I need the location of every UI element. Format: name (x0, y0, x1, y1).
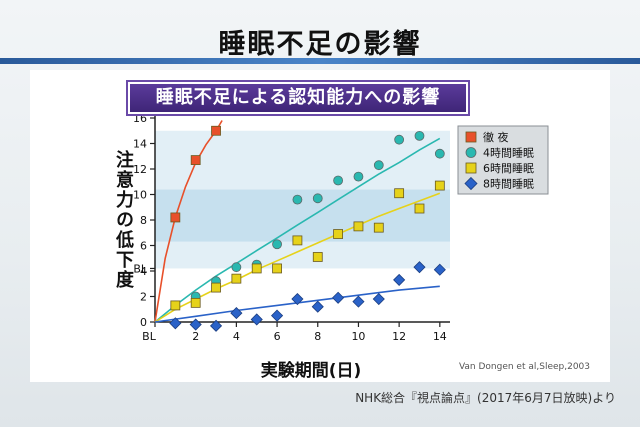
data-point-s3 (393, 273, 406, 286)
data-point-s1 (333, 175, 344, 186)
y-tick-label: 10 (133, 189, 147, 202)
x-tick-label: 4 (233, 330, 240, 343)
chart-axes: 0 2 4 6 8 10 12 14 16 BL BL 2 4 6 8 10 12 14 (133, 112, 450, 343)
data-point-s3 (332, 291, 345, 304)
chart-bands (155, 130, 450, 269)
x-tick-label: 14 (433, 330, 447, 343)
x-axis-label: 実験期間(日) (246, 356, 376, 381)
data-point-s2 (231, 273, 242, 284)
data-point-s2 (211, 282, 221, 293)
data-point-s1 (353, 171, 364, 182)
legend-marker-1 (465, 147, 477, 158)
x-tick-label: 6 (274, 330, 281, 343)
chart-band-0 (155, 241, 450, 269)
y-tick-label: 12 (133, 163, 147, 176)
slide-title: 睡眠不足の影響 (218, 29, 422, 60)
data-point-s3 (189, 318, 202, 331)
data-point-s2 (373, 222, 384, 233)
data-point-s3 (169, 317, 182, 330)
y-axis-label: 注意力の低下度 (113, 150, 134, 290)
data-point-s0 (211, 125, 221, 136)
data-point-s2 (353, 221, 364, 232)
title-underline-bar (0, 58, 640, 64)
data-point-s3 (372, 292, 385, 306)
data-point-s1 (231, 262, 242, 273)
y-tick-label: 14 (133, 138, 147, 151)
data-point-s2 (190, 297, 201, 308)
y-tick-label-bl: BL (133, 262, 148, 275)
data-point-s3 (209, 319, 223, 332)
legend-label-1: 4時間睡眠 (483, 147, 534, 160)
y-tick-label: 6 (140, 240, 147, 253)
x-tick-label: 12 (392, 330, 406, 343)
legend-marker-2 (465, 162, 477, 174)
legend-label-2: 6時間睡眠 (483, 162, 534, 175)
data-point-s2 (251, 263, 262, 274)
data-point-s3 (230, 307, 243, 320)
x-tick-label: BL (142, 330, 157, 343)
data-point-s3 (291, 292, 304, 306)
legend-marker-0 (465, 131, 477, 143)
citation: Van Dongen et al,Sleep,2003 (458, 362, 590, 372)
data-point-s1 (312, 193, 323, 204)
y-tick-label: 4 (140, 265, 147, 278)
chart-title: 睡眠不足による認知能力への影響 (128, 82, 468, 114)
source-footer: NHK総合『視点論点』(2017年6月7日放映)より (355, 391, 616, 405)
data-point-s3 (311, 300, 324, 313)
chart-marks (169, 125, 446, 332)
data-point-s1 (414, 130, 425, 141)
data-point-s0 (170, 212, 181, 223)
data-point-s2 (414, 203, 425, 214)
data-point-s1 (272, 239, 282, 250)
fit-line-2 (154, 192, 441, 323)
legend-marker-3 (464, 176, 478, 191)
data-point-s1 (394, 134, 405, 145)
chart-band-1 (155, 189, 450, 242)
legend-label-3: 8時間睡眠 (483, 178, 534, 191)
data-point-s2 (394, 188, 405, 199)
data-point-s3 (413, 261, 426, 274)
chart-legend: 徹 夜 4時間睡眠 6時間睡眠 8時間睡眠 (457, 125, 549, 195)
y-tick-label: 16 (133, 112, 147, 125)
data-point-s2 (170, 300, 181, 311)
y-tick-label: 8 (140, 214, 147, 227)
data-point-s3 (250, 313, 263, 326)
fit-line-1 (154, 137, 441, 323)
data-point-s1 (373, 160, 384, 171)
data-point-s2 (312, 252, 323, 262)
data-point-s3 (433, 263, 446, 276)
data-point-s1 (292, 194, 303, 205)
data-point-s3 (352, 295, 365, 308)
x-tick-label: 2 (192, 330, 199, 343)
y-tick-label: 2 (140, 291, 147, 304)
y-tick-label: 0 (140, 316, 147, 329)
data-point-s3 (271, 309, 284, 322)
x-tick-label: 8 (314, 330, 321, 343)
data-point-s2 (292, 235, 303, 246)
data-point-s2 (434, 180, 445, 191)
data-point-s1 (434, 148, 445, 159)
data-point-s2 (333, 229, 344, 239)
data-point-s2 (272, 263, 282, 274)
legend-label-0: 徹 夜 (483, 130, 509, 144)
data-point-s0 (190, 155, 201, 165)
x-tick-label: 10 (351, 330, 365, 343)
